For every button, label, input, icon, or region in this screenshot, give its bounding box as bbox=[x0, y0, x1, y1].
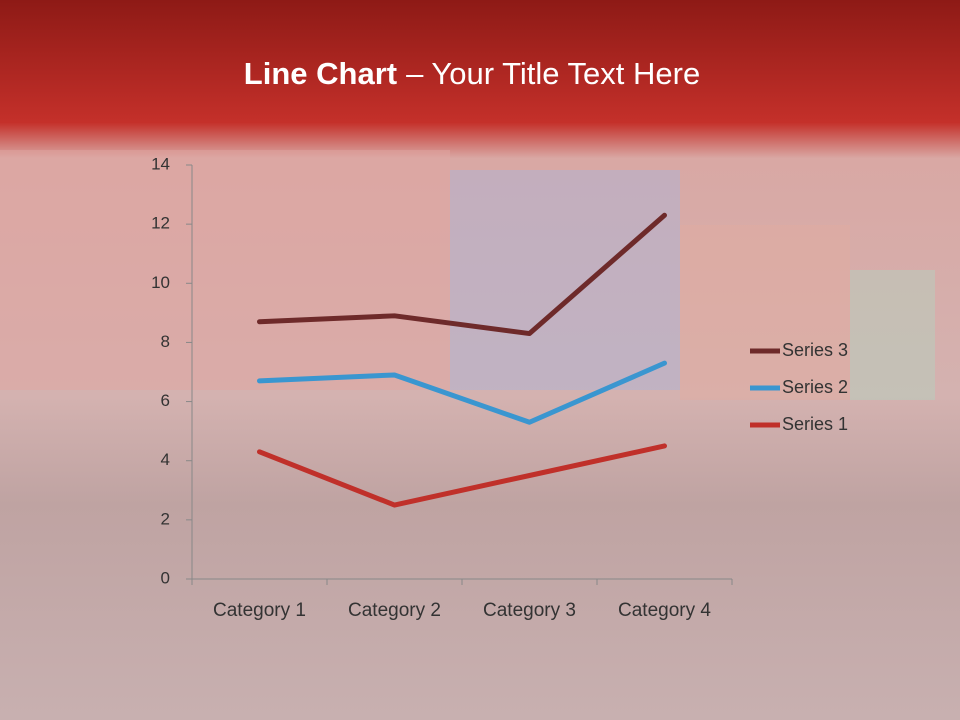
photo-container bbox=[850, 270, 935, 400]
title-rest: – Your Title Text Here bbox=[406, 56, 700, 91]
y-tick-label: 4 bbox=[161, 450, 170, 469]
y-tick-label: 14 bbox=[151, 154, 170, 173]
photo-container bbox=[0, 150, 450, 390]
y-tick-label: 2 bbox=[161, 509, 170, 528]
photo-container bbox=[680, 225, 850, 400]
y-tick-label: 0 bbox=[161, 568, 170, 587]
series-line bbox=[257, 360, 667, 425]
photo-container bbox=[450, 170, 680, 390]
x-tick-label: Category 4 bbox=[618, 600, 711, 621]
legend-label: Series 1 bbox=[782, 414, 848, 434]
y-tick-label: 12 bbox=[151, 214, 170, 233]
x-tick-label: Category 1 bbox=[213, 600, 306, 621]
series-line bbox=[257, 212, 667, 337]
legend-label: Series 3 bbox=[782, 340, 848, 360]
y-tick-label: 10 bbox=[151, 273, 170, 292]
legend-label: Series 2 bbox=[782, 377, 848, 397]
title-bold: Line Chart bbox=[244, 56, 397, 91]
y-tick-label: 6 bbox=[161, 391, 170, 410]
chart: 0 2 4 6 8 10 12 14 Category 1 Category 2 Category … bbox=[151, 154, 848, 621]
x-tick-label: Category 3 bbox=[483, 600, 576, 621]
x-tick-label: Category 2 bbox=[348, 600, 441, 621]
y-tick-label: 8 bbox=[161, 332, 170, 351]
chart-title: Line Chart – Your Title Text Here bbox=[244, 56, 700, 91]
series-line bbox=[257, 443, 667, 508]
